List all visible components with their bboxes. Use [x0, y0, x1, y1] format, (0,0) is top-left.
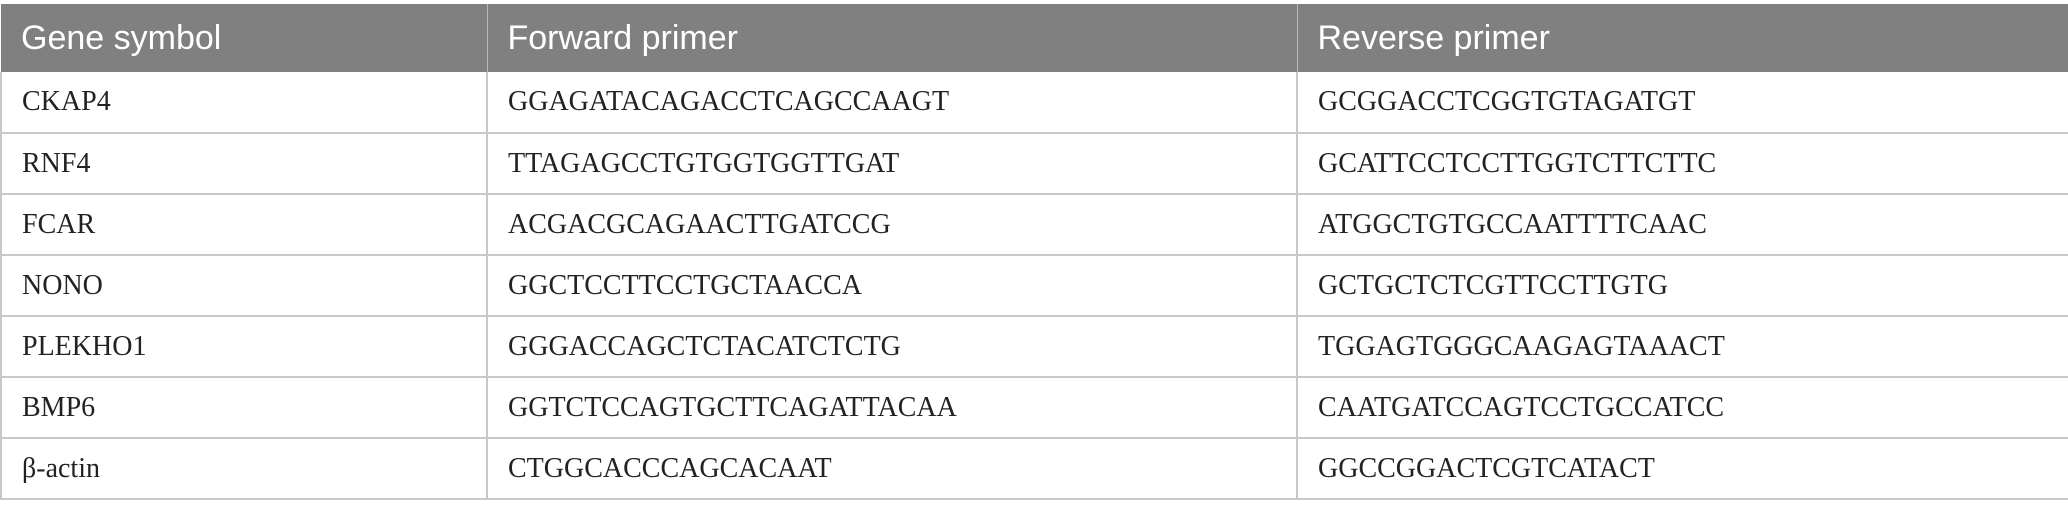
reverse-primer-cell: GCGGACCTCGGTGTAGATGT — [1297, 72, 2068, 134]
table-row: PLEKHO1 GGGACCAGCTCTACATCTCTG TGGAGTGGGC… — [0, 316, 2068, 378]
reverse-primer-cell: ATGGCTGTGCCAATTTTCAAC — [1297, 194, 2068, 256]
gene-symbol-cell: β-actin — [0, 438, 488, 500]
forward-primer-cell: GGTCTCCAGTGCTTCAGATTACAA — [487, 377, 1298, 439]
header-forward-primer: Forward primer — [487, 4, 1298, 72]
reverse-primer-cell: GCATTCCTCCTTGGTCTTCTTC — [1297, 133, 2068, 195]
table-row: FCAR ACGACGCAGAACTTGATCCG ATGGCTGTGCCAAT… — [0, 194, 2068, 256]
gene-symbol-cell: FCAR — [0, 194, 488, 256]
gene-symbol-cell: BMP6 — [0, 377, 488, 439]
table-header: Gene symbol Forward primer Reverse prime… — [1, 4, 2068, 72]
table-row: NONO GGCTCCTTCCTGCTAACCA GCTGCTCTCGTTCCT… — [0, 255, 2068, 317]
reverse-primer-cell: GGCCGGACTCGTCATACT — [1297, 438, 2068, 500]
table-body: CKAP4 GGAGATACAGACCTCAGCCAAGT GCGGACCTCG… — [0, 72, 2068, 500]
table-row: β-actin CTGGCACCCAGCACAAT GGCCGGACTCGTCA… — [0, 438, 2068, 500]
table-row: BMP6 GGTCTCCAGTGCTTCAGATTACAA CAATGATCCA… — [0, 377, 2068, 439]
forward-primer-cell: CTGGCACCCAGCACAAT — [487, 438, 1298, 500]
table-row: CKAP4 GGAGATACAGACCTCAGCCAAGT GCGGACCTCG… — [0, 72, 2068, 134]
reverse-primer-cell: CAATGATCCAGTCCTGCCATCC — [1297, 377, 2068, 439]
gene-symbol-cell: CKAP4 — [0, 72, 488, 134]
header-gene-symbol: Gene symbol — [1, 4, 488, 72]
forward-primer-cell: ACGACGCAGAACTTGATCCG — [487, 194, 1298, 256]
gene-symbol-cell: NONO — [0, 255, 488, 317]
gene-symbol-cell: PLEKHO1 — [0, 316, 488, 378]
gene-symbol-cell: RNF4 — [0, 133, 488, 195]
reverse-primer-cell: GCTGCTCTCGTTCCTTGTG — [1297, 255, 2068, 317]
table-row: RNF4 TTAGAGCCTGTGGTGGTTGAT GCATTCCTCCTTG… — [0, 133, 2068, 195]
reverse-primer-cell: TGGAGTGGGCAAGAGTAAACT — [1297, 316, 2068, 378]
primer-table: Gene symbol Forward primer Reverse prime… — [0, 4, 2068, 500]
header-row: Gene symbol Forward primer Reverse prime… — [1, 4, 2068, 72]
forward-primer-cell: GGAGATACAGACCTCAGCCAAGT — [487, 72, 1298, 134]
primer-table-container: Gene symbol Forward primer Reverse prime… — [0, 4, 2068, 500]
header-reverse-primer: Reverse primer — [1297, 4, 2068, 72]
forward-primer-cell: GGCTCCTTCCTGCTAACCA — [487, 255, 1298, 317]
forward-primer-cell: TTAGAGCCTGTGGTGGTTGAT — [487, 133, 1298, 195]
forward-primer-cell: GGGACCAGCTCTACATCTCTG — [487, 316, 1298, 378]
